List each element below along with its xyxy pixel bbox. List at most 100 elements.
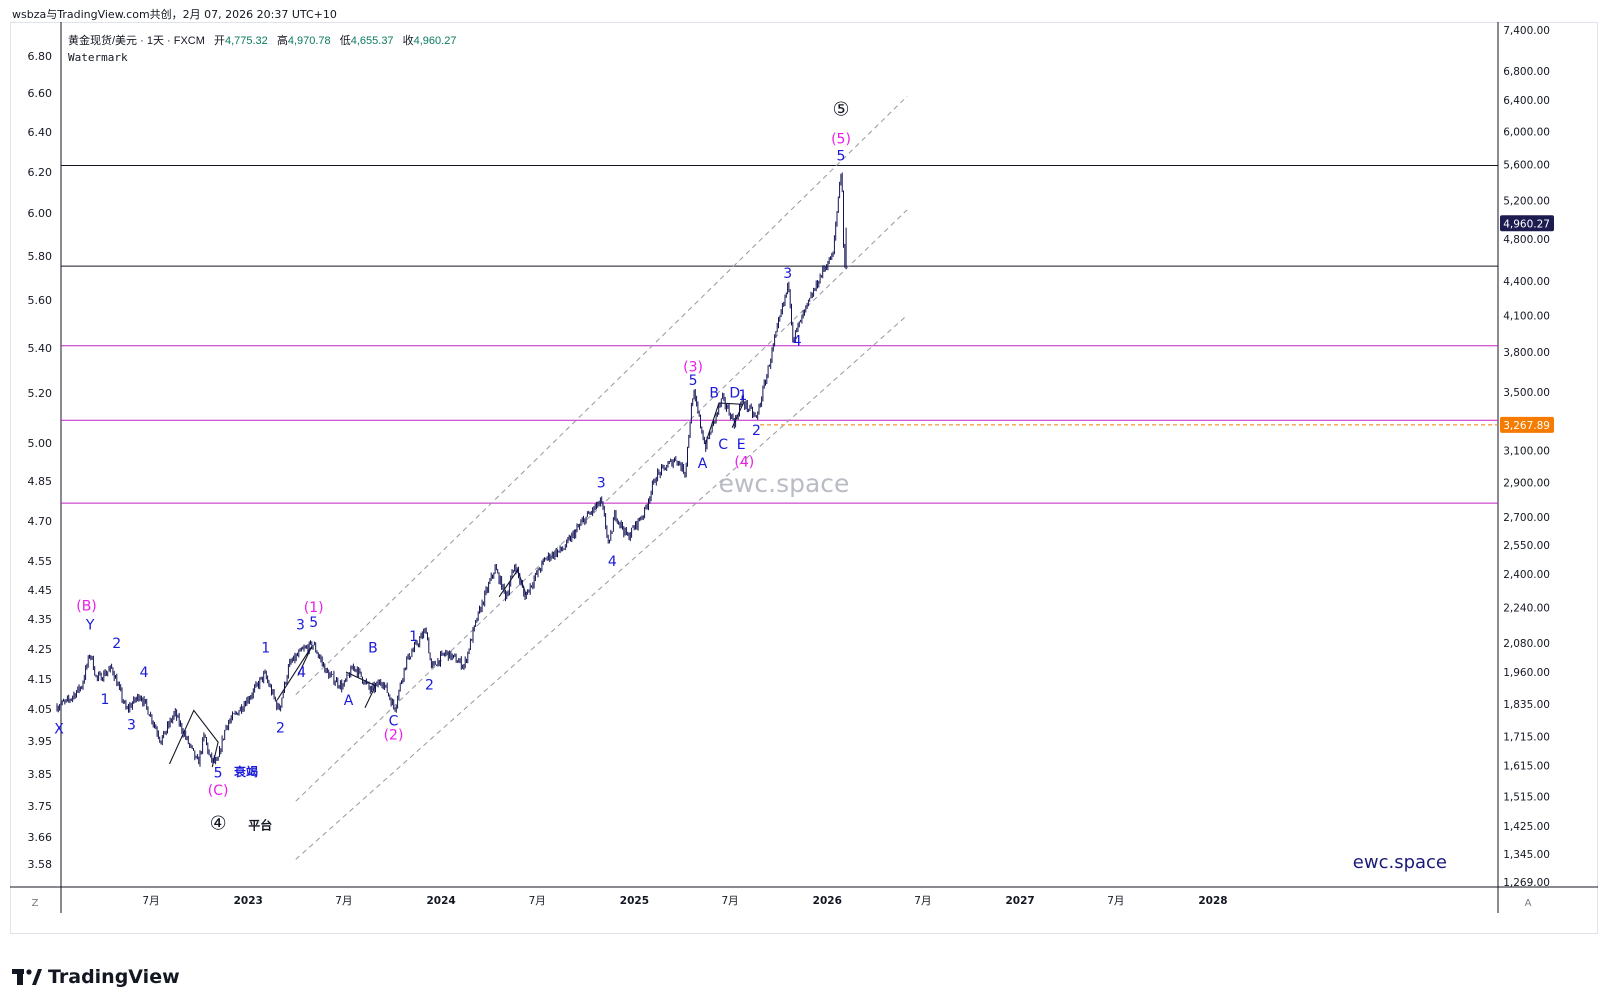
left-tick-label: 3.58 xyxy=(28,858,53,871)
price-tag-bg xyxy=(1500,416,1554,433)
time-tick-label: 7月 xyxy=(1107,895,1124,907)
price-tags: 4,960.27 3,267.89 xyxy=(1500,215,1554,433)
legend-close-value: 4,960.27 xyxy=(414,35,457,47)
tradingview-logo-icon xyxy=(12,969,42,985)
legend-low-value: 4,655.37 xyxy=(351,35,394,47)
time-tick-label: 7月 xyxy=(722,895,739,907)
left-tick-label: 6.80 xyxy=(28,50,53,63)
wave-label: 5 xyxy=(689,373,698,389)
wave-label: ⑤ xyxy=(832,99,849,121)
wave-label: 4 xyxy=(140,665,149,681)
wave-label: 1 xyxy=(261,641,270,657)
right-tick-label: 1,960.00 xyxy=(1503,667,1550,679)
wave-label: 3 xyxy=(127,718,136,734)
left-tick-label: 4.70 xyxy=(28,515,53,528)
wave-label: 4 xyxy=(297,665,306,681)
left-tick-label: 6.20 xyxy=(28,166,53,179)
axis-corner-left[interactable]: Z xyxy=(32,898,39,909)
wave-label: C xyxy=(718,437,728,453)
left-tick-label: 6.00 xyxy=(28,207,53,220)
time-tick-label: 7月 xyxy=(142,895,159,907)
wave-label: (2) xyxy=(384,727,404,743)
left-tick-label: 5.40 xyxy=(28,342,53,355)
legend-high-label: 高 xyxy=(277,33,288,47)
left-tick-label: 4.25 xyxy=(28,643,53,656)
wave-label: 1 xyxy=(101,692,110,708)
right-tick-label: 2,900.00 xyxy=(1503,478,1550,490)
right-tick-label: 1,425.00 xyxy=(1503,821,1550,833)
right-axis-ticks: 7,400.00 6,800.00 6,400.00 6,000.00 5,600.00… xyxy=(1503,25,1550,889)
channel-line-0 xyxy=(295,96,908,696)
left-tick-label: 4.35 xyxy=(28,613,53,626)
time-tick-label: 2025 xyxy=(620,895,649,907)
price-bars xyxy=(56,172,847,767)
right-tick-label: 1,515.00 xyxy=(1503,791,1550,803)
time-axis-ticks: 7月 2023 7月 2024 7月 2025 7月 2026 7月 2027 7月 2028 xyxy=(142,895,1227,907)
wave-label: D xyxy=(729,385,740,401)
wave-label: B xyxy=(368,641,378,657)
wave-label: (5) xyxy=(831,132,851,148)
legend-open-label: 开 xyxy=(214,35,225,47)
wave-label: 5 xyxy=(309,615,318,631)
wave-label: ④ xyxy=(210,812,227,834)
wave-label: 5 xyxy=(214,766,223,782)
time-tick-label: 7月 xyxy=(914,895,931,907)
left-tick-label: 4.85 xyxy=(28,475,53,488)
wave-label: Y xyxy=(85,618,95,634)
wave-label: 1 xyxy=(409,629,418,645)
left-tick-label: 6.60 xyxy=(28,87,53,100)
wave-label: 2 xyxy=(112,636,121,652)
channel-line-2 xyxy=(295,314,908,860)
chart-frame xyxy=(10,22,1598,934)
right-tick-label: 2,240.00 xyxy=(1503,602,1550,614)
price-tag-bg xyxy=(1500,215,1554,232)
right-tick-label: 3,500.00 xyxy=(1503,387,1550,399)
wave-label: 3 xyxy=(296,618,305,634)
time-tick-label: 7月 xyxy=(529,895,546,907)
wave-label: X xyxy=(54,722,64,738)
tradingview-brand: TradingView xyxy=(48,966,180,988)
legend-low-label: 低 xyxy=(340,34,351,47)
axis-corner-right[interactable]: A xyxy=(1525,898,1532,909)
right-tick-label: 2,550.00 xyxy=(1503,540,1550,552)
time-tick-label: 2026 xyxy=(813,895,842,907)
footer: TradingView xyxy=(12,966,180,988)
wave-label: 平台 xyxy=(248,817,272,832)
wave-label: 3 xyxy=(597,476,606,492)
wave-label: 3 xyxy=(783,266,792,282)
legend-symbol: 黄金现货/美元 · 1天 · FXCM xyxy=(68,33,205,47)
right-tick-label: 5,200.00 xyxy=(1503,195,1550,207)
left-tick-label: 4.45 xyxy=(28,584,53,597)
price-tag-label: 3,267.89 xyxy=(1503,420,1550,432)
right-tick-label: 4,800.00 xyxy=(1503,234,1550,246)
time-tick-label: 7月 xyxy=(335,895,352,907)
time-tick-label: 2023 xyxy=(234,895,263,907)
right-tick-label: 5,600.00 xyxy=(1503,160,1550,172)
right-tick-label: 4,400.00 xyxy=(1503,276,1550,288)
legend-close-label: 收 xyxy=(403,33,414,47)
right-tick-label: 3,800.00 xyxy=(1503,347,1550,359)
left-tick-label: 6.40 xyxy=(28,126,53,139)
legend-high-value: 4,970.78 xyxy=(288,35,331,47)
left-tick-label: 3.75 xyxy=(28,800,53,813)
right-tick-label: 1,615.00 xyxy=(1503,760,1550,772)
right-tick-label: 1,345.00 xyxy=(1503,849,1550,861)
left-tick-label: 5.80 xyxy=(28,250,53,263)
left-tick-label: 5.60 xyxy=(28,294,53,307)
time-tick-label: 2024 xyxy=(426,895,455,907)
wave-label: (B) xyxy=(76,599,97,615)
wave-label: 2 xyxy=(425,678,434,694)
right-tick-label: 6,400.00 xyxy=(1503,95,1550,107)
wave-label: E xyxy=(737,437,746,453)
wave-label: 2 xyxy=(752,423,761,439)
left-tick-label: 5.20 xyxy=(28,387,53,400)
watermark-center: ewc.space xyxy=(719,469,850,498)
right-tick-label: 6,000.00 xyxy=(1503,126,1550,138)
left-tick-label: 4.55 xyxy=(28,555,53,568)
time-tick-label: 2028 xyxy=(1198,895,1227,907)
wave-label: A xyxy=(698,456,708,472)
triangle-pattern-0 xyxy=(168,709,219,768)
wave-label: 1 xyxy=(738,388,747,404)
